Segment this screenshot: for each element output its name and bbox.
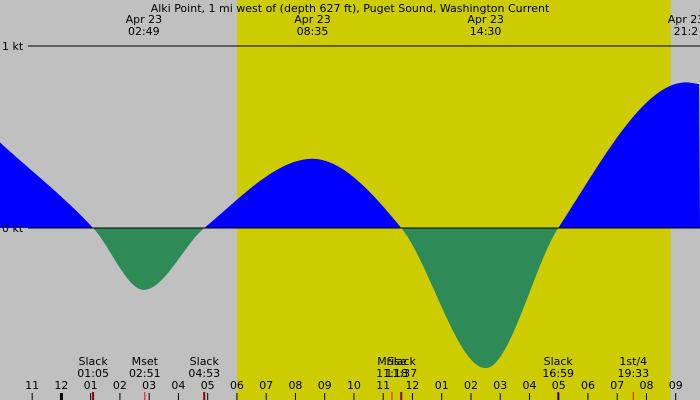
x-tick-label: 11 (376, 379, 390, 392)
flood-area (0, 142, 94, 228)
chart-title: Alki Point, 1 mi west of (depth 627 ft),… (151, 2, 550, 15)
x-tick-label: 08 (639, 379, 653, 392)
event-name-label: Slack (190, 355, 220, 368)
flood-area (204, 158, 403, 228)
x-tick-label: 04 (522, 379, 536, 392)
x-tick-label: 08 (288, 379, 302, 392)
x-tick-label: 09 (318, 379, 332, 392)
x-tick-label: 06 (230, 379, 244, 392)
flood-area (558, 82, 700, 229)
event-time-label: 11:37 (385, 367, 417, 380)
peak-time-label: 21:2 (674, 25, 699, 38)
ebb-area (93, 228, 205, 290)
y-axis-labels: 1 kt 0 kt (2, 40, 24, 235)
y-axis-label: 0 kt (2, 222, 24, 235)
x-tick-label: 05 (552, 379, 566, 392)
x-tick-label: 12 (405, 379, 419, 392)
x-axis-ticks: 11 12 01 02 03 04 05 06 07 08 09 10 11 12 01 02 03 04 05 06… (25, 379, 683, 400)
event-time-label: 04:53 (188, 367, 220, 380)
x-tick-label: 10 (347, 379, 361, 392)
event-name-label: Slack (544, 355, 574, 368)
event-time-label: 02:51 (129, 367, 161, 380)
peak-date-label: Apr 23 (126, 13, 163, 26)
event-time-label: 19:33 (617, 367, 649, 380)
current-areas (0, 82, 700, 369)
event-time-label: 01:05 (77, 367, 109, 380)
event-name-label: Slack (79, 355, 109, 368)
x-tick-label: 02 (464, 379, 478, 392)
event-time-label: 11:18 (376, 367, 408, 380)
peak-time-label: 14:30 (470, 25, 502, 38)
event-name-label: Mrise (377, 355, 407, 368)
x-tick-label: 12 (54, 379, 68, 392)
ebb-area (402, 228, 559, 369)
x-tick-label: 07 (610, 379, 624, 392)
x-tick-label: 09 (669, 379, 683, 392)
event-name-label: Mset (132, 355, 159, 368)
peak-time-label: 08:35 (297, 25, 329, 38)
peak-time-label: 02:49 (128, 25, 160, 38)
x-tick-label: 04 (171, 379, 185, 392)
x-tick-label: 07 (259, 379, 273, 392)
reference-lines (28, 45, 700, 229)
event-name-label: 1st/4 (619, 355, 647, 368)
x-tick-label: 02 (113, 379, 127, 392)
event-annotations: Slack01:05Mset02:51Slack04:53Mrise11:18S… (77, 355, 649, 400)
x-tick-label: 05 (201, 379, 215, 392)
x-tick-label: 03 (142, 379, 156, 392)
x-tick-label: 03 (493, 379, 507, 392)
peak-date-label: Apr 23 (668, 13, 700, 26)
peak-date-label: Apr 23 (467, 13, 504, 26)
x-tick-label: 01 (84, 379, 98, 392)
x-tick-label: 11 (25, 379, 39, 392)
x-tick-label: 01 (435, 379, 449, 392)
event-name-label: Slack (387, 355, 417, 368)
y-axis-label: 1 kt (2, 40, 24, 53)
peak-date-label: Apr 23 (294, 13, 331, 26)
x-tick-label: 06 (581, 379, 595, 392)
event-time-label: 16:59 (542, 367, 574, 380)
